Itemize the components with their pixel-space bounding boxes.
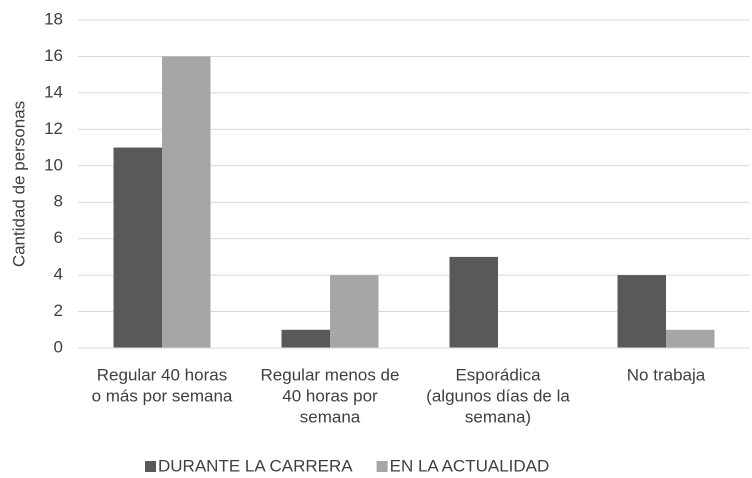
bar xyxy=(162,56,211,348)
legend-swatch xyxy=(145,461,156,472)
x-tick-label: Regular menos de xyxy=(261,365,400,384)
legend-label: EN LA ACTUALIDAD xyxy=(390,456,550,475)
y-tick-label: 4 xyxy=(54,265,63,284)
y-tick-label: 10 xyxy=(44,155,63,174)
bar xyxy=(617,275,666,348)
y-tick-label: 8 xyxy=(54,192,63,211)
x-tick-label: 40 horas por xyxy=(282,386,378,405)
bar xyxy=(281,329,330,348)
bar xyxy=(330,275,379,348)
x-tick-label: o más por semana xyxy=(92,386,233,405)
y-tick-label: 14 xyxy=(44,82,63,101)
bar xyxy=(113,147,162,348)
x-tick-label: semana xyxy=(300,407,361,426)
x-tick-label: No trabaja xyxy=(627,365,706,384)
y-tick-label: 0 xyxy=(54,337,63,356)
x-tick-label: semana) xyxy=(465,407,531,426)
x-tick-label: Regular 40 horas xyxy=(97,365,227,384)
x-tick-label: Esporádica xyxy=(455,365,541,384)
x-tick-label: (algunos días de la xyxy=(426,386,570,405)
y-tick-label: 2 xyxy=(54,301,63,320)
legend-swatch xyxy=(376,461,388,472)
y-axis-label: Cantidad de personas xyxy=(9,101,28,267)
bar xyxy=(449,256,498,348)
y-tick-label: 6 xyxy=(54,228,63,247)
legend-label: DURANTE LA CARRERA xyxy=(158,456,353,475)
y-tick-label: 12 xyxy=(44,119,63,138)
y-tick-label: 18 xyxy=(44,9,63,28)
bar xyxy=(666,329,715,348)
y-tick-label: 16 xyxy=(44,46,63,65)
